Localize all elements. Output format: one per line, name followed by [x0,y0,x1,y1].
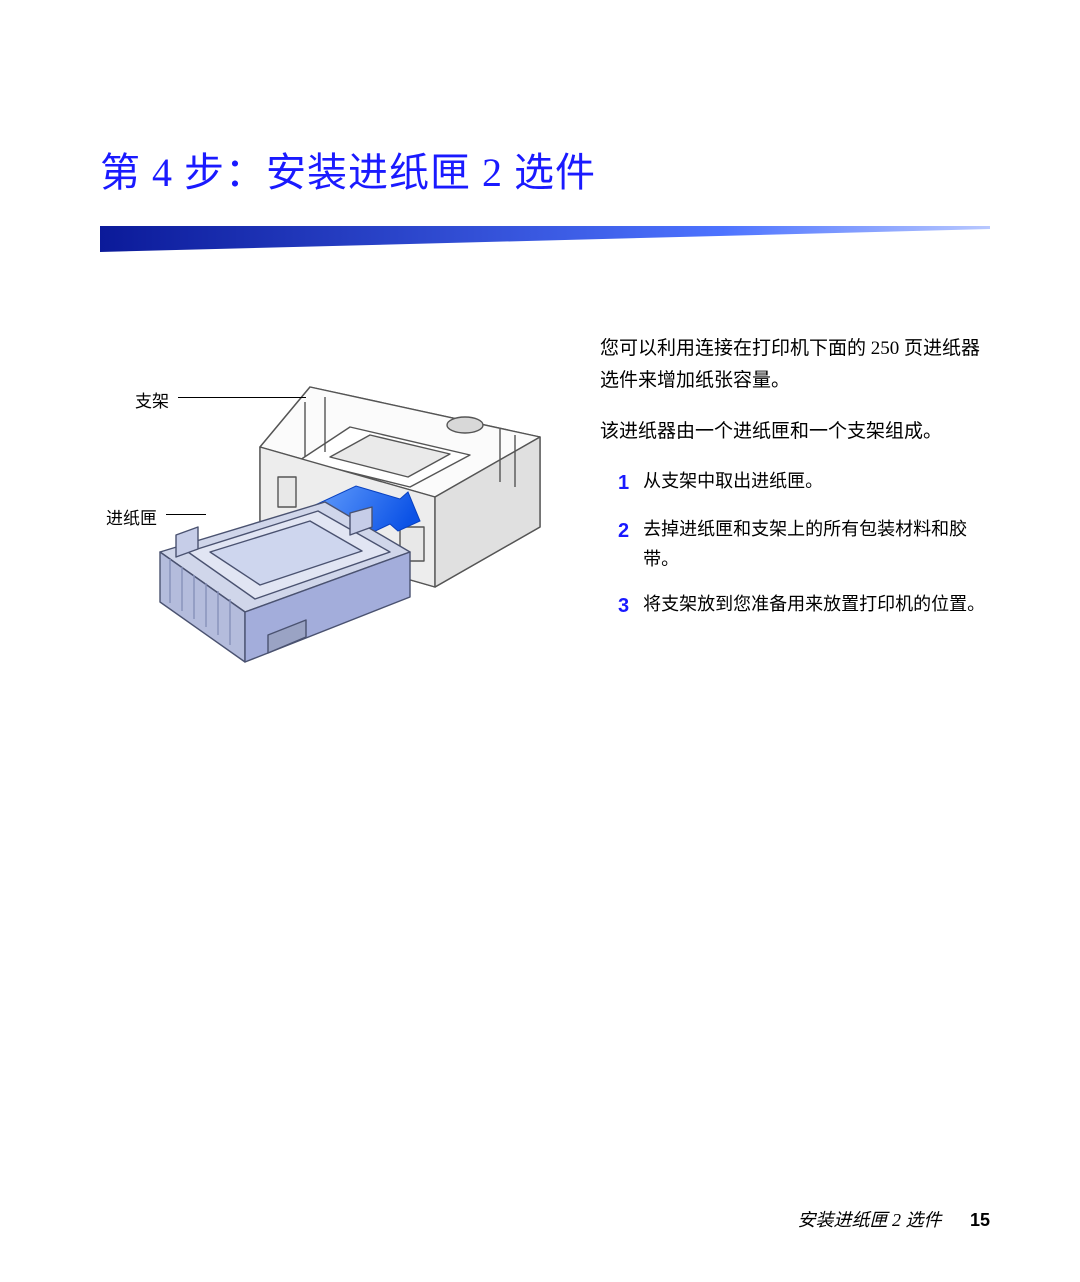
intro-paragraph-1: 您可以利用连接在打印机下面的 250 页进纸器选件来增加纸张容量。 [600,333,990,398]
step-number: 3 [618,589,629,623]
page-title: 第 4 步：安装进纸匣 2 选件 [100,140,990,198]
label-bracket: 支架 [135,387,169,412]
step-text: 从支架中取出进纸匣。 [643,466,990,500]
step-number: 1 [618,466,629,500]
label-tray-line [166,514,206,515]
step-item: 2 去掉进纸匣和支架上的所有包装材料和胶带。 [618,514,990,575]
step-list: 1 从支架中取出进纸匣。 2 去掉进纸匣和支架上的所有包装材料和胶带。 3 将支… [600,466,990,623]
instruction-text: 您可以利用连接在打印机下面的 250 页进纸器选件来增加纸张容量。 该进纸器由一… [600,327,990,637]
step-item: 1 从支架中取出进纸匣。 [618,466,990,500]
illustration: 支架 进纸匣 [100,327,560,687]
label-tray: 进纸匣 [106,504,157,529]
step-item: 3 将支架放到您准备用来放置打印机的位置。 [618,589,990,623]
footer-page-number: 15 [970,1210,990,1230]
intro-paragraph-2: 该进纸器由一个进纸匣和一个支架组成。 [600,416,990,448]
label-bracket-line [178,397,306,398]
title-divider [100,226,990,252]
step-number: 2 [618,514,629,575]
step-text: 去掉进纸匣和支架上的所有包装材料和胶带。 [643,514,990,575]
page-footer: 安装进纸匣 2 选件 15 [797,1206,990,1232]
step-text: 将支架放到您准备用来放置打印机的位置。 [643,589,990,623]
tray-diagram [100,327,560,687]
footer-section-title: 安装进纸匣 2 选件 [797,1210,941,1230]
